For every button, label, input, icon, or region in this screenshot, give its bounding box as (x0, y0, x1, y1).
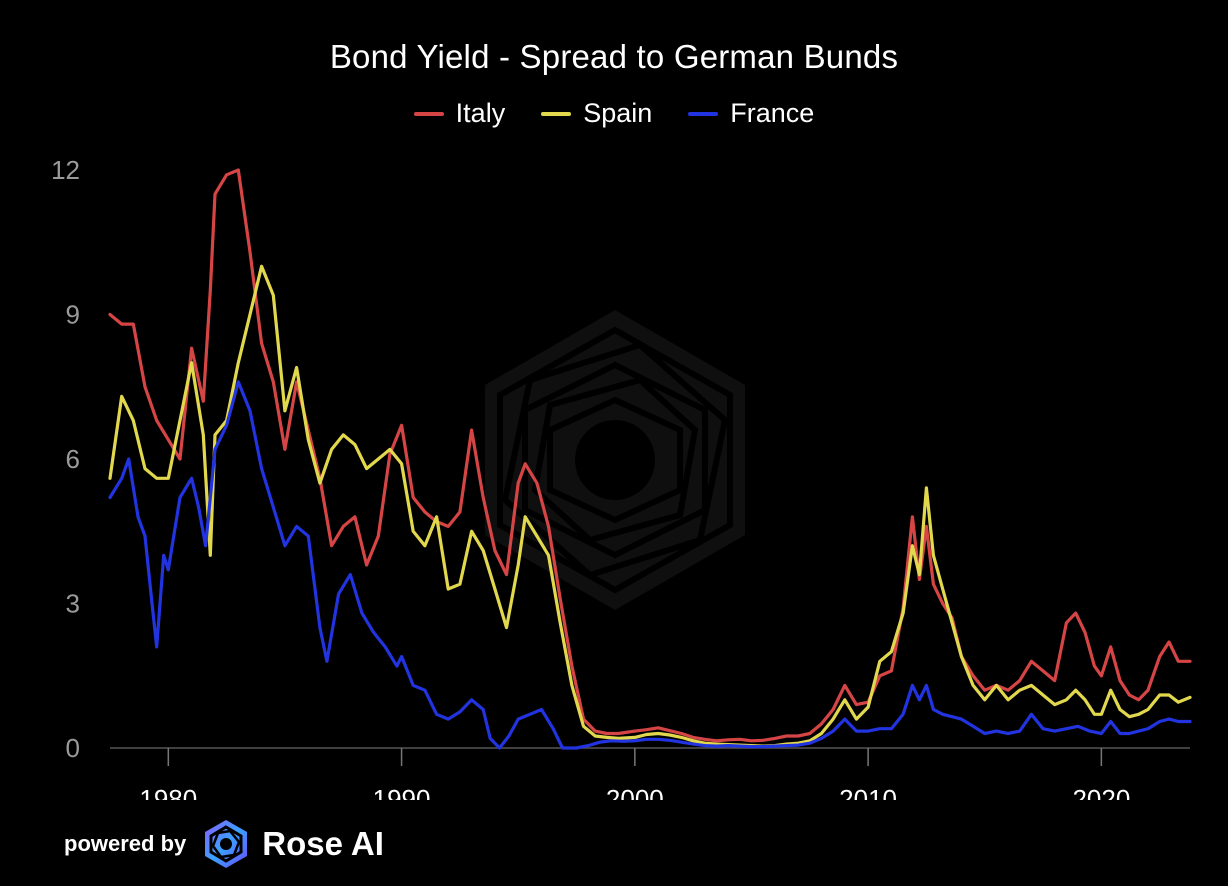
series-line-italy[interactable] (108, 168, 1192, 743)
x-tick-label: 2020 (1072, 784, 1130, 800)
chart-legend: Italy Spain France (0, 98, 1228, 129)
legend-label-italy: Italy (455, 98, 506, 128)
legend-label-france: France (730, 98, 815, 128)
rose-ai-logo-icon (205, 820, 248, 868)
y-tick-label: 0 (66, 733, 80, 763)
legend-swatch-spain (541, 111, 572, 116)
legend-label-spain: Spain (583, 98, 653, 128)
brand-name: Rose AI (262, 825, 384, 862)
legend-item-france[interactable]: France (688, 98, 814, 129)
x-tick-label: 1980 (139, 784, 197, 800)
legend-swatch-italy (413, 111, 444, 116)
x-tick-label: 2000 (606, 784, 664, 800)
y-tick-label: 12 (51, 155, 80, 185)
y-tick-label: 6 (66, 444, 80, 474)
rose-ai-watermark-icon (485, 310, 745, 610)
footer-branding: powered by Rose AI (64, 818, 384, 870)
series-line-spain[interactable] (108, 264, 1192, 748)
series-line-france[interactable] (108, 380, 1192, 750)
legend-item-spain[interactable]: Spain (541, 98, 652, 129)
powered-by-label: powered by (64, 831, 187, 856)
legend-item-italy[interactable]: Italy (413, 98, 506, 129)
chart-title: Bond Yield - Spread to German Bunds (329, 38, 899, 75)
y-tick-label: 9 (66, 300, 80, 330)
legend-swatch-france (688, 111, 719, 116)
x-tick-label: 2010 (839, 784, 897, 800)
line-chart: 0 3 6 9 12 1980 1990 2000 2010 2020 (51, 155, 1192, 800)
x-tick-label: 1990 (373, 784, 431, 800)
y-tick-label: 3 (66, 589, 80, 619)
